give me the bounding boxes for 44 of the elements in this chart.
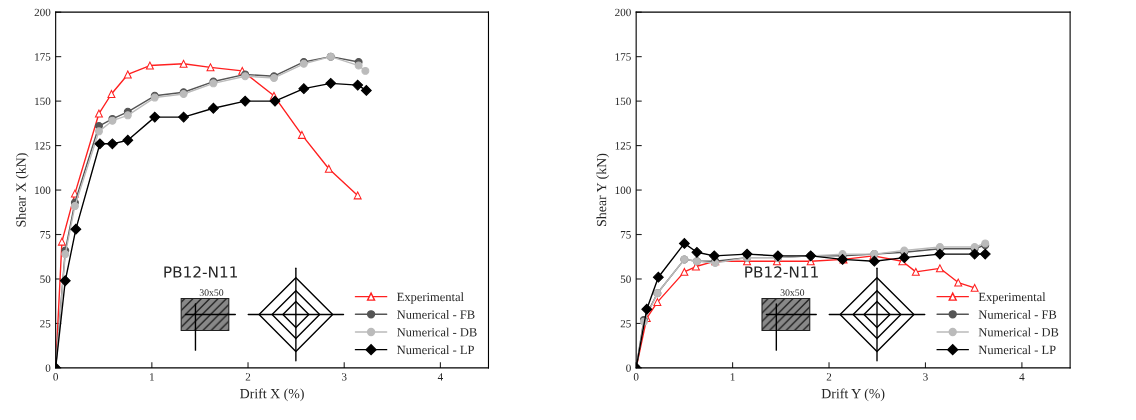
y-tick-label: 150 bbox=[35, 97, 51, 106]
annotation: PB12-N11 bbox=[745, 266, 818, 278]
legend-label: Numerical - DB bbox=[978, 327, 1059, 337]
y-axis-title: Shear X (kN) bbox=[15, 153, 29, 227]
legend-label: Numerical - LP bbox=[978, 345, 1056, 355]
y-tick-label: 150 bbox=[615, 97, 631, 106]
y-tick-label: 125 bbox=[615, 142, 631, 150]
x-tick-label: 1 bbox=[730, 373, 735, 381]
y-tick-label: 50 bbox=[40, 275, 51, 283]
legend-label: Experimental bbox=[978, 292, 1046, 304]
y-tick-label: 25 bbox=[620, 319, 631, 328]
legend-label: Numerical - FB bbox=[397, 310, 475, 319]
y-tick-label: 200 bbox=[615, 8, 631, 17]
y-tick-label: 75 bbox=[620, 231, 631, 239]
x-tick-label: 0 bbox=[633, 373, 639, 381]
x-tick-label: 1 bbox=[150, 373, 154, 381]
annotation: 30x50 bbox=[780, 289, 805, 296]
y-tick-label: 100 bbox=[615, 186, 631, 195]
y-tick-label: 0 bbox=[626, 364, 631, 372]
x-tick-label: 4 bbox=[1019, 373, 1025, 381]
x-tick-label: 3 bbox=[923, 373, 928, 381]
y-tick-label: 125 bbox=[35, 142, 51, 150]
x-tick-label: 4 bbox=[437, 373, 443, 381]
x-tick-label: 2 bbox=[245, 373, 251, 381]
annotation: PB12-N11 bbox=[164, 266, 237, 278]
y-tick-label: 0 bbox=[45, 364, 51, 372]
y-tick-label: 75 bbox=[40, 231, 51, 239]
y-tick-label: 25 bbox=[40, 319, 51, 328]
y-tick-label: 200 bbox=[34, 8, 51, 17]
legend-label: Numerical - DB bbox=[397, 327, 477, 337]
x-tick-label: 2 bbox=[826, 373, 832, 381]
x-axis-title: Drift X (%) bbox=[240, 388, 304, 402]
y-tick-label: 175 bbox=[615, 53, 631, 61]
y-axis-title: Shear Y (kN) bbox=[596, 153, 610, 227]
legend-label: Experimental bbox=[397, 292, 464, 304]
x-tick-label: 3 bbox=[341, 373, 347, 381]
legend-label: Numerical - LP bbox=[397, 345, 474, 355]
annotation: 30x50 bbox=[199, 289, 224, 296]
x-tick-label: 0 bbox=[53, 373, 59, 381]
y-tick-label: 50 bbox=[620, 275, 631, 283]
y-tick-label: 175 bbox=[35, 53, 51, 61]
x-axis-title: Drift Y (%) bbox=[821, 388, 885, 402]
y-tick-label: 100 bbox=[35, 186, 51, 195]
legend-label: Numerical - FB bbox=[978, 310, 1057, 319]
